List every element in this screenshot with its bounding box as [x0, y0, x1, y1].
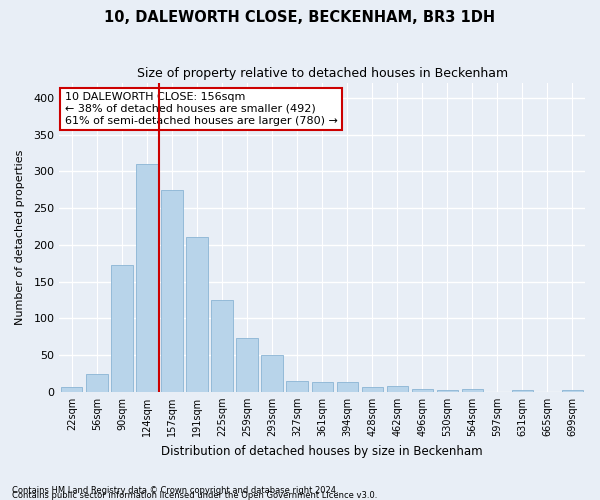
Bar	[86, 374, 107, 392]
Bar	[211, 300, 233, 392]
Title: Size of property relative to detached houses in Beckenham: Size of property relative to detached ho…	[137, 68, 508, 80]
Bar	[236, 338, 258, 392]
Bar	[412, 389, 433, 392]
Text: Contains public sector information licensed under the Open Government Licence v3: Contains public sector information licen…	[12, 490, 377, 500]
Bar	[437, 390, 458, 392]
Bar	[562, 390, 583, 392]
Bar	[286, 381, 308, 392]
Bar	[161, 190, 182, 392]
Text: Contains HM Land Registry data © Crown copyright and database right 2024.: Contains HM Land Registry data © Crown c…	[12, 486, 338, 495]
Text: 10 DALEWORTH CLOSE: 156sqm
← 38% of detached houses are smaller (492)
61% of sem: 10 DALEWORTH CLOSE: 156sqm ← 38% of deta…	[65, 92, 337, 126]
Text: 10, DALEWORTH CLOSE, BECKENHAM, BR3 1DH: 10, DALEWORTH CLOSE, BECKENHAM, BR3 1DH	[104, 10, 496, 25]
Bar	[462, 389, 483, 392]
Bar	[386, 386, 408, 392]
Bar	[337, 382, 358, 392]
X-axis label: Distribution of detached houses by size in Beckenham: Distribution of detached houses by size …	[161, 444, 483, 458]
Bar	[111, 266, 133, 392]
Bar	[311, 382, 333, 392]
Bar	[61, 388, 82, 392]
Bar	[362, 388, 383, 392]
Y-axis label: Number of detached properties: Number of detached properties	[15, 150, 25, 325]
Bar	[136, 164, 158, 392]
Bar	[187, 238, 208, 392]
Bar	[512, 390, 533, 392]
Bar	[262, 355, 283, 392]
